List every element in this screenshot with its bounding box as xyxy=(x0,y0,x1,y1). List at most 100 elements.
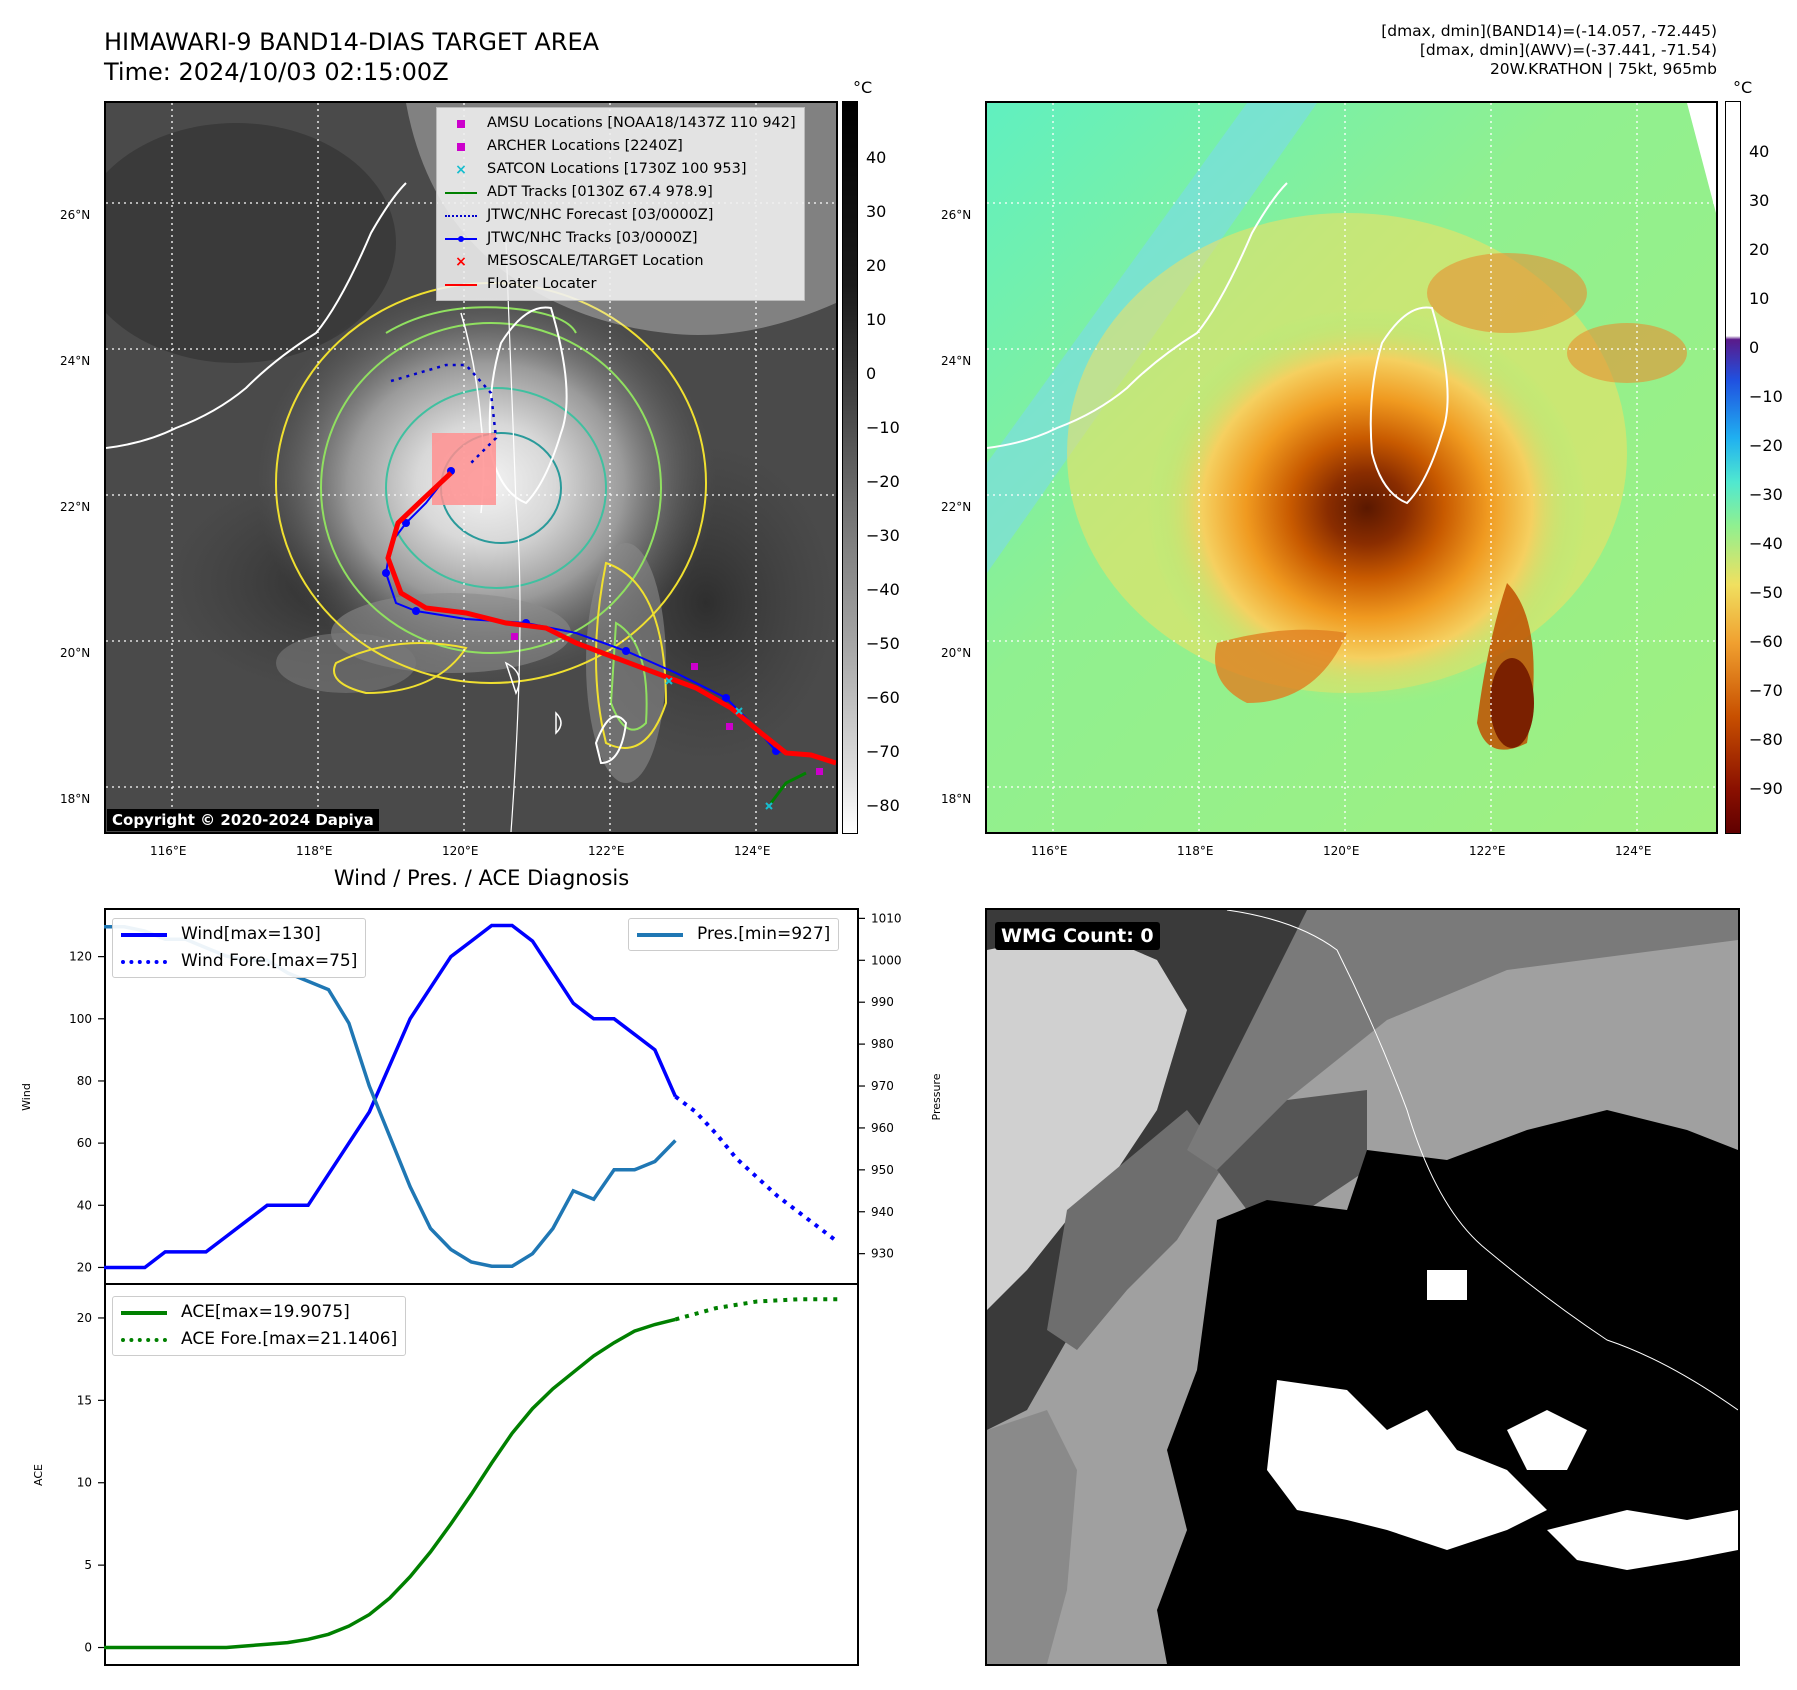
awv-stats: [dmax, dmin](AWV)=(-37.441, -71.54) xyxy=(1419,41,1717,59)
red-line-icon xyxy=(443,278,479,292)
wind-axis-tick-label: 120 xyxy=(69,950,92,964)
pressure-axis-tick-label: 940 xyxy=(871,1205,894,1219)
colorbar-tick: 40 xyxy=(866,148,887,167)
lat-label: 20°N xyxy=(941,646,972,660)
wind-line xyxy=(104,923,678,1270)
colorbar-tick: −70 xyxy=(1749,681,1783,700)
colorbar-tick: 0 xyxy=(866,364,877,383)
colorbar-tick: 40 xyxy=(1749,142,1770,161)
pressure-axis-tick-label: 930 xyxy=(871,1247,894,1261)
lon-label: 124°E xyxy=(1615,844,1652,858)
band14-map[interactable]: AMSU Locations [NOAA18/1437Z 110 942] AR… xyxy=(104,101,838,834)
colorbar-tick: −90 xyxy=(1749,779,1783,798)
ace-legend: ACE[max=19.9075] ACE Fore.[max=21.1406] xyxy=(112,1296,407,1356)
colorbar-tick: 30 xyxy=(1749,191,1770,210)
title-line-2: Time: 2024/10/03 02:15:00Z xyxy=(104,58,449,86)
wmg-count-label: WMG Count: 0 xyxy=(995,922,1160,950)
colorbar-tick: −50 xyxy=(1749,583,1783,602)
blue-line-dot-icon xyxy=(443,232,479,246)
awv-imagery xyxy=(987,103,1716,832)
legend-satcon: × SATCON Locations [1730Z 100 953] xyxy=(443,158,796,181)
colorbar-unit: °C xyxy=(853,78,873,97)
wind-forecast-line xyxy=(674,1094,840,1245)
ace-axis-tick-label: 0 xyxy=(84,1641,92,1655)
lon-label: 116°E xyxy=(150,844,187,858)
ace-line xyxy=(104,1317,676,1650)
lon-label: 116°E xyxy=(1031,844,1068,858)
pressure-axis-label: Pressure xyxy=(930,1073,943,1120)
awv-map[interactable] xyxy=(985,101,1718,834)
lon-label: 120°E xyxy=(442,844,479,858)
band14-stats: [dmax, dmin](BAND14)=(-14.057, -72.445) xyxy=(1381,22,1717,40)
colorbar-tick: 20 xyxy=(1749,240,1770,259)
magenta-square-icon xyxy=(443,117,479,131)
colorbar-unit: °C xyxy=(1733,78,1753,97)
legend-mesoscale: × MESOSCALE/TARGET Location xyxy=(443,250,796,273)
ace-line-icon xyxy=(121,1310,167,1315)
lat-label: 18°N xyxy=(60,792,91,806)
colorbar-tick: −60 xyxy=(866,688,900,707)
lon-label: 122°E xyxy=(588,844,625,858)
colorbar-tick: 30 xyxy=(866,202,887,221)
colorbar-tick: −30 xyxy=(1749,485,1783,504)
colorbar-tick: −80 xyxy=(866,796,900,815)
wind-axis-tick-label: 80 xyxy=(77,1074,92,1088)
wind-legend: Wind[max=130] Wind Fore.[max=75] xyxy=(112,918,367,978)
colorbar-tick: 10 xyxy=(866,310,887,329)
pressure-axis-tick-label: 980 xyxy=(871,1037,894,1051)
legend-jtwc-forecast: JTWC/NHC Forecast [03/0000Z] xyxy=(443,204,796,227)
band14-colorbar xyxy=(842,101,858,834)
wmg-imagery xyxy=(987,910,1738,1664)
wind-forecast-line-icon xyxy=(121,959,167,964)
legend-jtwc-tracks: JTWC/NHC Tracks [03/0000Z] xyxy=(443,227,796,250)
lon-label: 120°E xyxy=(1323,844,1360,858)
colorbar-tick: −40 xyxy=(1749,534,1783,553)
colorbar-tick: −70 xyxy=(866,742,900,761)
wind-axis-label: Wind xyxy=(20,1083,33,1111)
colorbar-tick: −40 xyxy=(866,580,900,599)
green-line-icon xyxy=(443,186,479,200)
title-line-1: HIMAWARI-9 BAND14-DIAS TARGET AREA xyxy=(104,28,600,56)
ace-forecast-line-icon xyxy=(121,1337,167,1342)
pressure-axis-tick-label: 970 xyxy=(871,1079,894,1093)
colorbar-tick: −10 xyxy=(866,418,900,437)
lon-label: 118°E xyxy=(296,844,333,858)
colorbar-tick: 0 xyxy=(1749,338,1760,357)
pressure-axis-tick-label: 960 xyxy=(871,1121,894,1135)
colorbar-tick: −20 xyxy=(1749,436,1783,455)
colorbar-tick: −50 xyxy=(866,634,900,653)
lat-label: 24°N xyxy=(941,354,972,368)
ace-forecast-line xyxy=(674,1297,839,1322)
lon-label: 118°E xyxy=(1177,844,1214,858)
ace-axis-label: ACE xyxy=(32,1464,45,1486)
copyright-label: Copyright © 2020-2024 Dapiya xyxy=(107,809,379,831)
wind-axis-tick-label: 60 xyxy=(77,1136,92,1150)
ace-axis-tick-label: 15 xyxy=(77,1393,92,1407)
lat-label: 26°N xyxy=(941,208,972,222)
lat-label: 22°N xyxy=(941,500,972,514)
diagnosis-frame xyxy=(104,908,859,1666)
colorbar-tick: −20 xyxy=(866,472,900,491)
map-title: HIMAWARI-9 BAND14-DIAS TARGET AREA Time:… xyxy=(104,27,599,87)
diagnosis-title: Wind / Pres. / ACE Diagnosis xyxy=(333,866,630,890)
colorbar-tick: −10 xyxy=(1749,387,1783,406)
wind-axis-tick-label: 20 xyxy=(77,1260,92,1274)
band14-legend: AMSU Locations [NOAA18/1437Z 110 942] AR… xyxy=(436,107,805,301)
lat-label: 22°N xyxy=(60,500,91,514)
pressure-line-icon xyxy=(637,932,683,937)
lon-label: 124°E xyxy=(734,844,771,858)
magenta-square-icon xyxy=(443,140,479,154)
wmg-panel[interactable]: WMG Count: 0 xyxy=(985,908,1740,1666)
storm-info: 20W.KRATHON | 75kt, 965mb xyxy=(1489,60,1717,78)
pressure-legend: Pres.[min=927] xyxy=(628,918,840,951)
wind-axis-tick-label: 40 xyxy=(77,1198,92,1212)
pressure-axis-tick-label: 950 xyxy=(871,1163,894,1177)
awv-colorbar xyxy=(1725,101,1741,834)
legend-floater: Floater Locater xyxy=(443,273,796,296)
pressure-axis-tick-label: 990 xyxy=(871,995,894,1009)
colorbar-tick: 20 xyxy=(866,256,887,275)
pressure-axis-tick-label: 1010 xyxy=(871,911,902,925)
lat-label: 24°N xyxy=(60,354,91,368)
lat-label: 18°N xyxy=(941,792,972,806)
